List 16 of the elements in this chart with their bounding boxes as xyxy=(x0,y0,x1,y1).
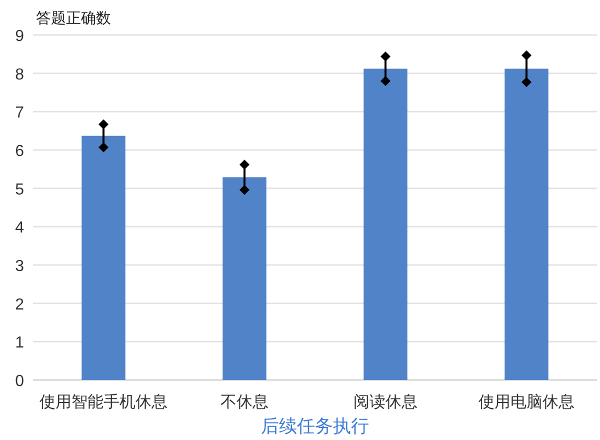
y-tick-label: 7 xyxy=(15,104,24,122)
y-tick-label: 6 xyxy=(15,143,24,160)
x-axis-title: 后续任务执行 xyxy=(261,416,369,436)
y-tick-label: 3 xyxy=(15,258,24,275)
y-tick-label: 0 xyxy=(15,373,24,390)
x-tick-label: 使用电脑休息 xyxy=(478,394,574,411)
y-tick-label: 8 xyxy=(15,66,24,84)
x-tick-label: 阅读休息 xyxy=(354,394,418,411)
x-tick-label: 使用智能手机休息 xyxy=(40,394,168,411)
y-tick-label: 1 xyxy=(15,334,24,352)
y-tick-label: 9 xyxy=(15,28,24,45)
y-tick-label: 2 xyxy=(15,296,24,314)
y-axis-title: 答题正确数 xyxy=(36,10,111,27)
y-tick-label: 5 xyxy=(15,181,24,198)
x-tick-label: 不休息 xyxy=(220,394,268,411)
y-tick-label: 4 xyxy=(15,220,24,237)
